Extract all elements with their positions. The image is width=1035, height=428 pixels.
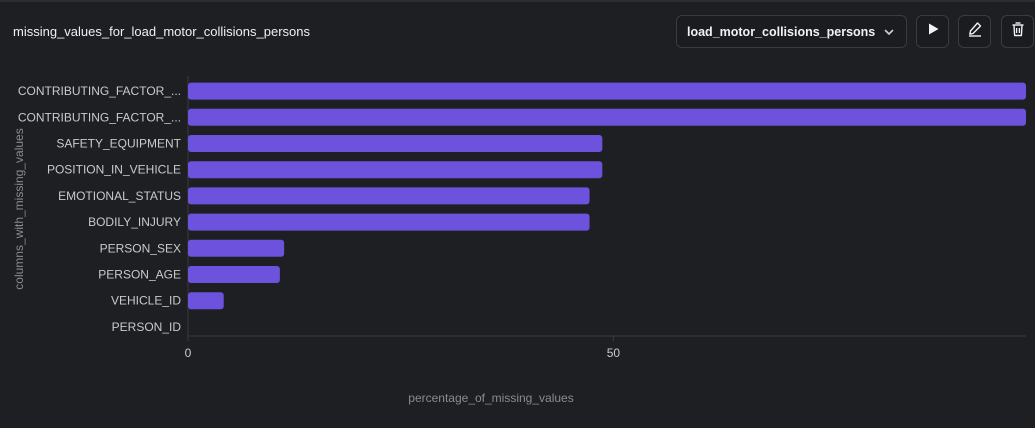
bar[interactable]: [188, 135, 603, 152]
y-tick-label: VEHICLE_ID: [111, 294, 181, 308]
y-tick-label: CONTRIBUTING_FACTOR_...: [18, 110, 181, 124]
chevron-down-icon: [882, 25, 896, 39]
top-divider: [0, 0, 1035, 2]
bar[interactable]: [188, 266, 280, 283]
y-tick-label: BODILY_INJURY: [88, 215, 181, 229]
dataset-select-value: load_motor_collisions_persons: [687, 24, 876, 39]
y-tick-labels: CONTRIBUTING_FACTOR_... CONTRIBUTING_FACT…: [18, 84, 182, 334]
pencil-icon: [966, 20, 984, 43]
y-tick-label: CONTRIBUTING_FACTOR_...: [18, 84, 181, 98]
chart-title: missing_values_for_load_motor_collisions…: [13, 24, 310, 39]
y-tick-label: EMOTIONAL_STATUS: [58, 189, 181, 203]
x-ticks: 0 50: [185, 336, 621, 360]
y-tick-label: POSITION_IN_VEHICLE: [47, 163, 181, 177]
bar[interactable]: [188, 213, 590, 231]
bar[interactable]: [188, 187, 590, 205]
delete-button[interactable]: [1001, 15, 1034, 48]
y-tick-label: PERSON_AGE: [98, 268, 181, 282]
dataset-select[interactable]: load_motor_collisions_persons: [676, 15, 907, 48]
trash-icon: [1009, 20, 1027, 43]
bar[interactable]: [188, 161, 603, 179]
play-icon: [925, 21, 941, 42]
bar[interactable]: [188, 82, 1026, 100]
run-button[interactable]: [916, 15, 949, 48]
x-tick-label: 0: [185, 346, 192, 360]
y-tick-label: SAFETY_EQUIPMENT: [56, 137, 181, 151]
y-tick-label: PERSON_ID: [112, 320, 182, 334]
missing-values-bar-chart: CONTRIBUTING_FACTOR_... CONTRIBUTING_FACT…: [12, 76, 1026, 405]
bar[interactable]: [188, 108, 1026, 126]
y-axis-title: columns_with_missing_values: [12, 128, 26, 289]
bars-layer: [188, 82, 1026, 310]
x-axis-title: percentage_of_missing_values: [408, 391, 573, 405]
y-tick-label: PERSON_SEX: [100, 241, 181, 255]
edit-button[interactable]: [958, 15, 991, 48]
bar[interactable]: [188, 292, 224, 310]
bar[interactable]: [188, 239, 285, 257]
x-tick-label: 50: [607, 346, 621, 360]
